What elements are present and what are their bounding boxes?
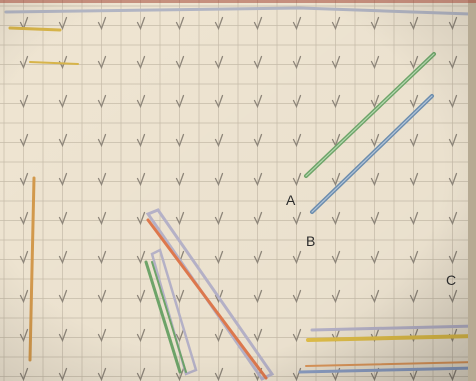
board-frame-top: [0, 0, 476, 3]
board-frame-right: [468, 0, 476, 381]
point-label-c: C: [446, 272, 456, 288]
point-label-a: A: [286, 192, 296, 208]
point-label-b: B: [306, 233, 315, 249]
